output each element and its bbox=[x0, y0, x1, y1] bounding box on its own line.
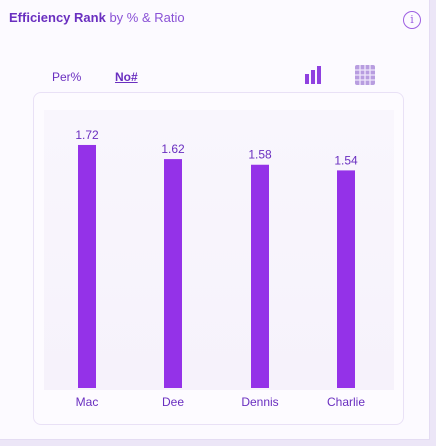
card-title-main: Efficiency Rank bbox=[9, 10, 106, 25]
value-label-dennis: 1.58 bbox=[248, 148, 272, 162]
card-title: Efficiency Rank by % & Ratio bbox=[9, 10, 185, 25]
bar-charlie[interactable] bbox=[337, 170, 355, 388]
category-label-mac: Mac bbox=[76, 395, 99, 409]
category-label-dennis: Dennis bbox=[241, 395, 278, 409]
info-icon[interactable]: i bbox=[403, 11, 421, 29]
bar-mac[interactable] bbox=[78, 144, 96, 388]
toggle-per-percent[interactable]: Per% bbox=[52, 70, 82, 84]
value-label-dee: 1.62 bbox=[161, 142, 185, 156]
category-label-dee: Dee bbox=[162, 395, 184, 409]
bar-dee[interactable] bbox=[164, 159, 182, 388]
value-label-charlie: 1.54 bbox=[334, 153, 358, 167]
card-title-sub: by % & Ratio bbox=[105, 10, 185, 25]
value-label-mac: 1.72 bbox=[75, 128, 99, 142]
bar-chart: 1.72 Mac 1.62 Dee 1.58 Dennis 1.54 Charlie bbox=[75, 128, 365, 409]
bar-dennis[interactable] bbox=[251, 164, 269, 388]
category-label-charlie: Charlie bbox=[327, 395, 365, 409]
plot-area bbox=[44, 110, 394, 390]
toggle-no-count[interactable]: No# bbox=[115, 70, 138, 84]
efficiency-card: Efficiency Rank by % & Ratio i Per% No# … bbox=[0, 0, 430, 440]
grid-table-icon[interactable] bbox=[354, 64, 376, 86]
bar-chart-icon[interactable] bbox=[303, 64, 325, 86]
